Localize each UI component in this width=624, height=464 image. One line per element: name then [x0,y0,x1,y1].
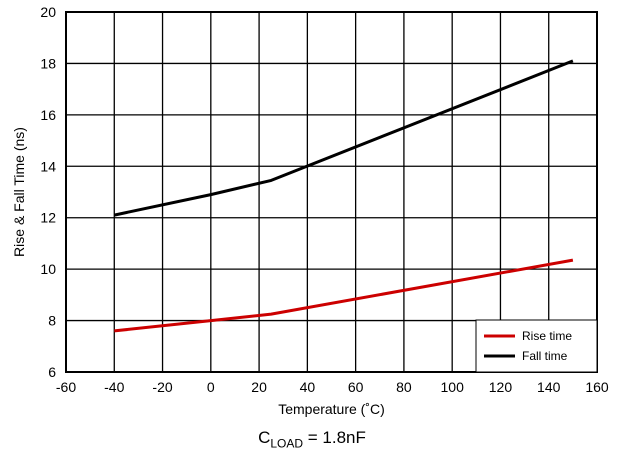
load-caption: CLOAD = 1.8nF [0,428,624,450]
x-tick-label: 60 [348,379,364,395]
chart: -60 -40 -20 0 20 40 60 80 100 120 140 160 6 8 10 12 14 1… [11,4,609,417]
series-line-fall-time [113,59,574,217]
legend-label: Rise time [522,329,572,343]
x-tick-label: -20 [152,379,172,395]
y-tick-label: 18 [40,55,56,71]
legend: Rise time Fall time [475,319,598,373]
x-tick-label: 20 [251,379,267,395]
x-tick-label: 40 [300,379,316,395]
y-tick-label: 10 [40,261,56,277]
x-tick-label: 80 [396,379,412,395]
legend-label: Fall time [522,349,568,363]
y-tick-label: 20 [40,4,56,20]
grid [65,11,598,373]
caption-suffix: = 1.8nF [303,428,366,447]
series-line-rise-time [114,258,574,333]
y-tick-label: 8 [48,313,56,329]
y-axis-label: Rise & Fall Time (ns) [11,127,27,257]
x-tick-label: -40 [104,379,124,395]
y-tick-label: 16 [40,107,56,123]
plot-frame [65,11,598,373]
x-tick-label: 140 [537,379,561,395]
x-tick-label: 0 [207,379,215,395]
x-tick-label: 120 [489,379,513,395]
y-tick-label: 14 [40,158,56,174]
x-tick-label: 160 [585,379,609,395]
caption-prefix: C [258,428,271,447]
caption-subscript: LOAD [270,436,304,451]
x-tick-label: 100 [441,379,465,395]
x-axis-label: Temperature (˚C) [278,401,385,417]
y-tick-label: 6 [48,364,56,380]
x-tick-labels: -60 -40 -20 0 20 40 60 80 100 120 140 160 [56,379,609,395]
series-lines [113,59,574,333]
x-tick-label: -60 [56,379,76,395]
legend-box [475,319,598,373]
y-tick-labels: 6 8 10 12 14 16 18 20 [40,4,56,380]
y-tick-label: 12 [40,210,56,226]
